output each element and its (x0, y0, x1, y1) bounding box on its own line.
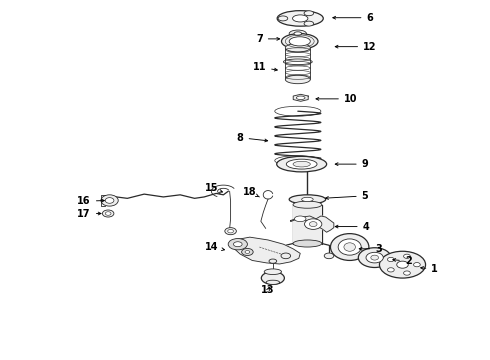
Ellipse shape (293, 15, 308, 22)
Ellipse shape (366, 252, 383, 263)
Text: 12: 12 (335, 42, 377, 51)
Ellipse shape (277, 11, 323, 26)
Text: 11: 11 (253, 62, 277, 72)
Ellipse shape (305, 219, 322, 229)
Ellipse shape (296, 96, 305, 100)
Text: 13: 13 (261, 285, 275, 295)
Text: 6: 6 (333, 13, 373, 23)
Ellipse shape (344, 243, 355, 251)
Ellipse shape (338, 239, 361, 255)
Ellipse shape (266, 280, 280, 284)
Ellipse shape (388, 268, 394, 272)
Text: 5: 5 (326, 191, 368, 201)
Ellipse shape (330, 234, 369, 260)
Text: 18: 18 (243, 187, 259, 197)
Ellipse shape (228, 239, 247, 250)
Ellipse shape (404, 254, 410, 258)
Ellipse shape (414, 262, 420, 267)
Ellipse shape (294, 32, 302, 35)
Text: 2: 2 (393, 256, 412, 266)
Ellipse shape (286, 159, 317, 169)
Ellipse shape (293, 201, 322, 208)
Ellipse shape (289, 195, 326, 204)
Text: 15: 15 (205, 183, 222, 193)
Ellipse shape (245, 251, 250, 253)
Ellipse shape (225, 228, 236, 235)
Ellipse shape (293, 161, 310, 167)
Ellipse shape (101, 195, 118, 206)
Ellipse shape (269, 259, 277, 263)
Ellipse shape (397, 261, 408, 268)
Polygon shape (291, 216, 334, 232)
Ellipse shape (293, 240, 322, 247)
Polygon shape (234, 237, 300, 264)
Text: 9: 9 (335, 159, 368, 169)
Ellipse shape (281, 253, 291, 259)
Ellipse shape (309, 222, 317, 226)
Ellipse shape (105, 198, 114, 203)
Ellipse shape (261, 272, 284, 284)
Ellipse shape (264, 269, 281, 275)
Text: 7: 7 (256, 34, 280, 44)
Bar (293, 205, 322, 243)
Ellipse shape (285, 75, 310, 84)
Ellipse shape (379, 251, 425, 278)
Ellipse shape (285, 44, 310, 52)
Ellipse shape (281, 33, 318, 49)
Text: 10: 10 (316, 94, 357, 104)
Ellipse shape (304, 11, 314, 16)
Text: 16: 16 (77, 196, 104, 206)
Ellipse shape (289, 37, 310, 46)
Text: 8: 8 (237, 133, 268, 143)
Ellipse shape (277, 156, 327, 172)
Ellipse shape (404, 271, 410, 275)
Ellipse shape (228, 229, 233, 233)
Ellipse shape (294, 216, 306, 222)
Text: 17: 17 (77, 208, 101, 219)
Ellipse shape (242, 248, 253, 256)
Text: 4: 4 (335, 221, 369, 231)
Ellipse shape (358, 248, 391, 267)
Ellipse shape (371, 255, 378, 260)
Ellipse shape (302, 197, 313, 202)
Ellipse shape (388, 257, 394, 262)
Text: 1: 1 (421, 264, 438, 274)
Ellipse shape (304, 21, 314, 26)
Ellipse shape (324, 253, 334, 259)
Ellipse shape (289, 30, 306, 37)
Text: 3: 3 (359, 244, 382, 254)
Ellipse shape (233, 242, 242, 247)
Text: 14: 14 (205, 242, 224, 252)
Ellipse shape (105, 212, 111, 215)
Ellipse shape (102, 210, 114, 217)
Polygon shape (293, 94, 308, 101)
Ellipse shape (278, 16, 288, 21)
